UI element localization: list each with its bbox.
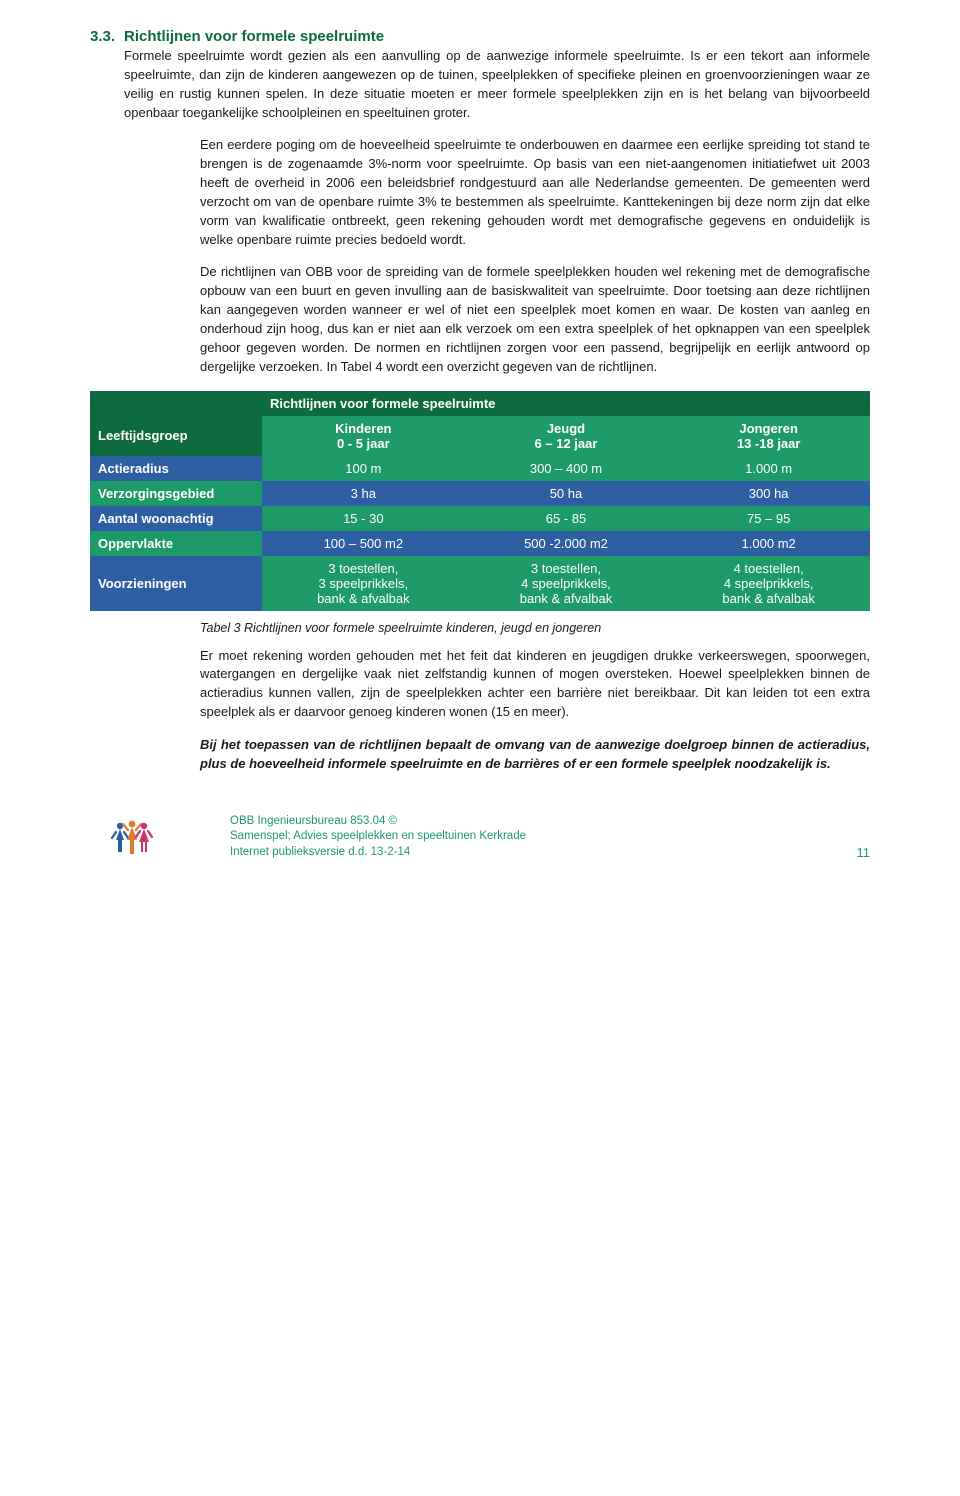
cell-1-1: 50 ha: [465, 481, 668, 506]
cell-4-0: 3 toestellen, 3 speelprikkels, bank & af…: [262, 556, 465, 611]
footer-line-1: OBB Ingenieursbureau 853.04 ©: [230, 814, 857, 830]
header-col-0: Kinderen0 - 5 jaar: [262, 416, 465, 456]
table-corner: [90, 391, 262, 416]
cell-1-0: 3 ha: [262, 481, 465, 506]
row-label-1: Verzorgingsgebied: [90, 481, 262, 506]
section-title-text: Richtlijnen voor formele speelruimte: [124, 28, 384, 45]
row-label-2: Aantal woonachtig: [90, 506, 262, 531]
footer-line-3: Internet publieksversie d.d. 13-2-14: [230, 845, 857, 861]
paragraph-4: Er moet rekening worden gehouden met het…: [200, 647, 870, 722]
cell-2-0: 15 - 30: [262, 506, 465, 531]
row-label-0: Actieradius: [90, 456, 262, 481]
footer-line-2: Samenspel; Advies speelplekken en speelt…: [230, 829, 857, 845]
header-col-1: Jeugd6 – 12 jaar: [465, 416, 668, 456]
children-logo-icon: [110, 818, 154, 860]
cell-0-2: 1.000 m: [667, 456, 870, 481]
page-number: 11: [857, 845, 871, 860]
row-label-4: Voorzieningen: [90, 556, 262, 611]
cell-2-1: 65 - 85: [465, 506, 668, 531]
table-title: Richtlijnen voor formele speelruimte: [262, 391, 870, 416]
cell-2-2: 75 – 95: [667, 506, 870, 531]
paragraph-1: Formele speelruimte wordt gezien als een…: [124, 47, 870, 122]
cell-3-1: 500 -2.000 m2: [465, 531, 668, 556]
row-label-3: Oppervlakte: [90, 531, 262, 556]
header-col-2: Jongeren13 -18 jaar: [667, 416, 870, 456]
paragraph-3: De richtlijnen van OBB voor de spreiding…: [200, 263, 870, 376]
section-number: 3.3.: [90, 28, 124, 45]
cell-1-2: 300 ha: [667, 481, 870, 506]
guidelines-table: Richtlijnen voor formele speelruimteLeef…: [90, 391, 870, 611]
cell-3-2: 1.000 m2: [667, 531, 870, 556]
header-rowlabel: Leeftijdsgroep: [90, 416, 262, 456]
footer-text: OBB Ingenieursbureau 853.04 © Samenspel;…: [230, 814, 857, 861]
cell-4-2: 4 toestellen, 4 speelprikkels, bank & af…: [667, 556, 870, 611]
cell-3-0: 100 – 500 m2: [262, 531, 465, 556]
paragraph-5: Bij het toepassen van de richtlijnen bep…: [200, 736, 870, 774]
cell-0-0: 100 m: [262, 456, 465, 481]
cell-4-1: 3 toestellen, 4 speelprikkels, bank & af…: [465, 556, 668, 611]
cell-0-1: 300 – 400 m: [465, 456, 668, 481]
section-heading: 3.3.Richtlijnen voor formele speelruimte: [90, 28, 870, 45]
page-footer: OBB Ingenieursbureau 853.04 © Samenspel;…: [90, 814, 870, 861]
table-caption: Tabel 3 Richtlijnen voor formele speelru…: [200, 621, 870, 635]
paragraph-2: Een eerdere poging om de hoeveelheid spe…: [200, 136, 870, 249]
